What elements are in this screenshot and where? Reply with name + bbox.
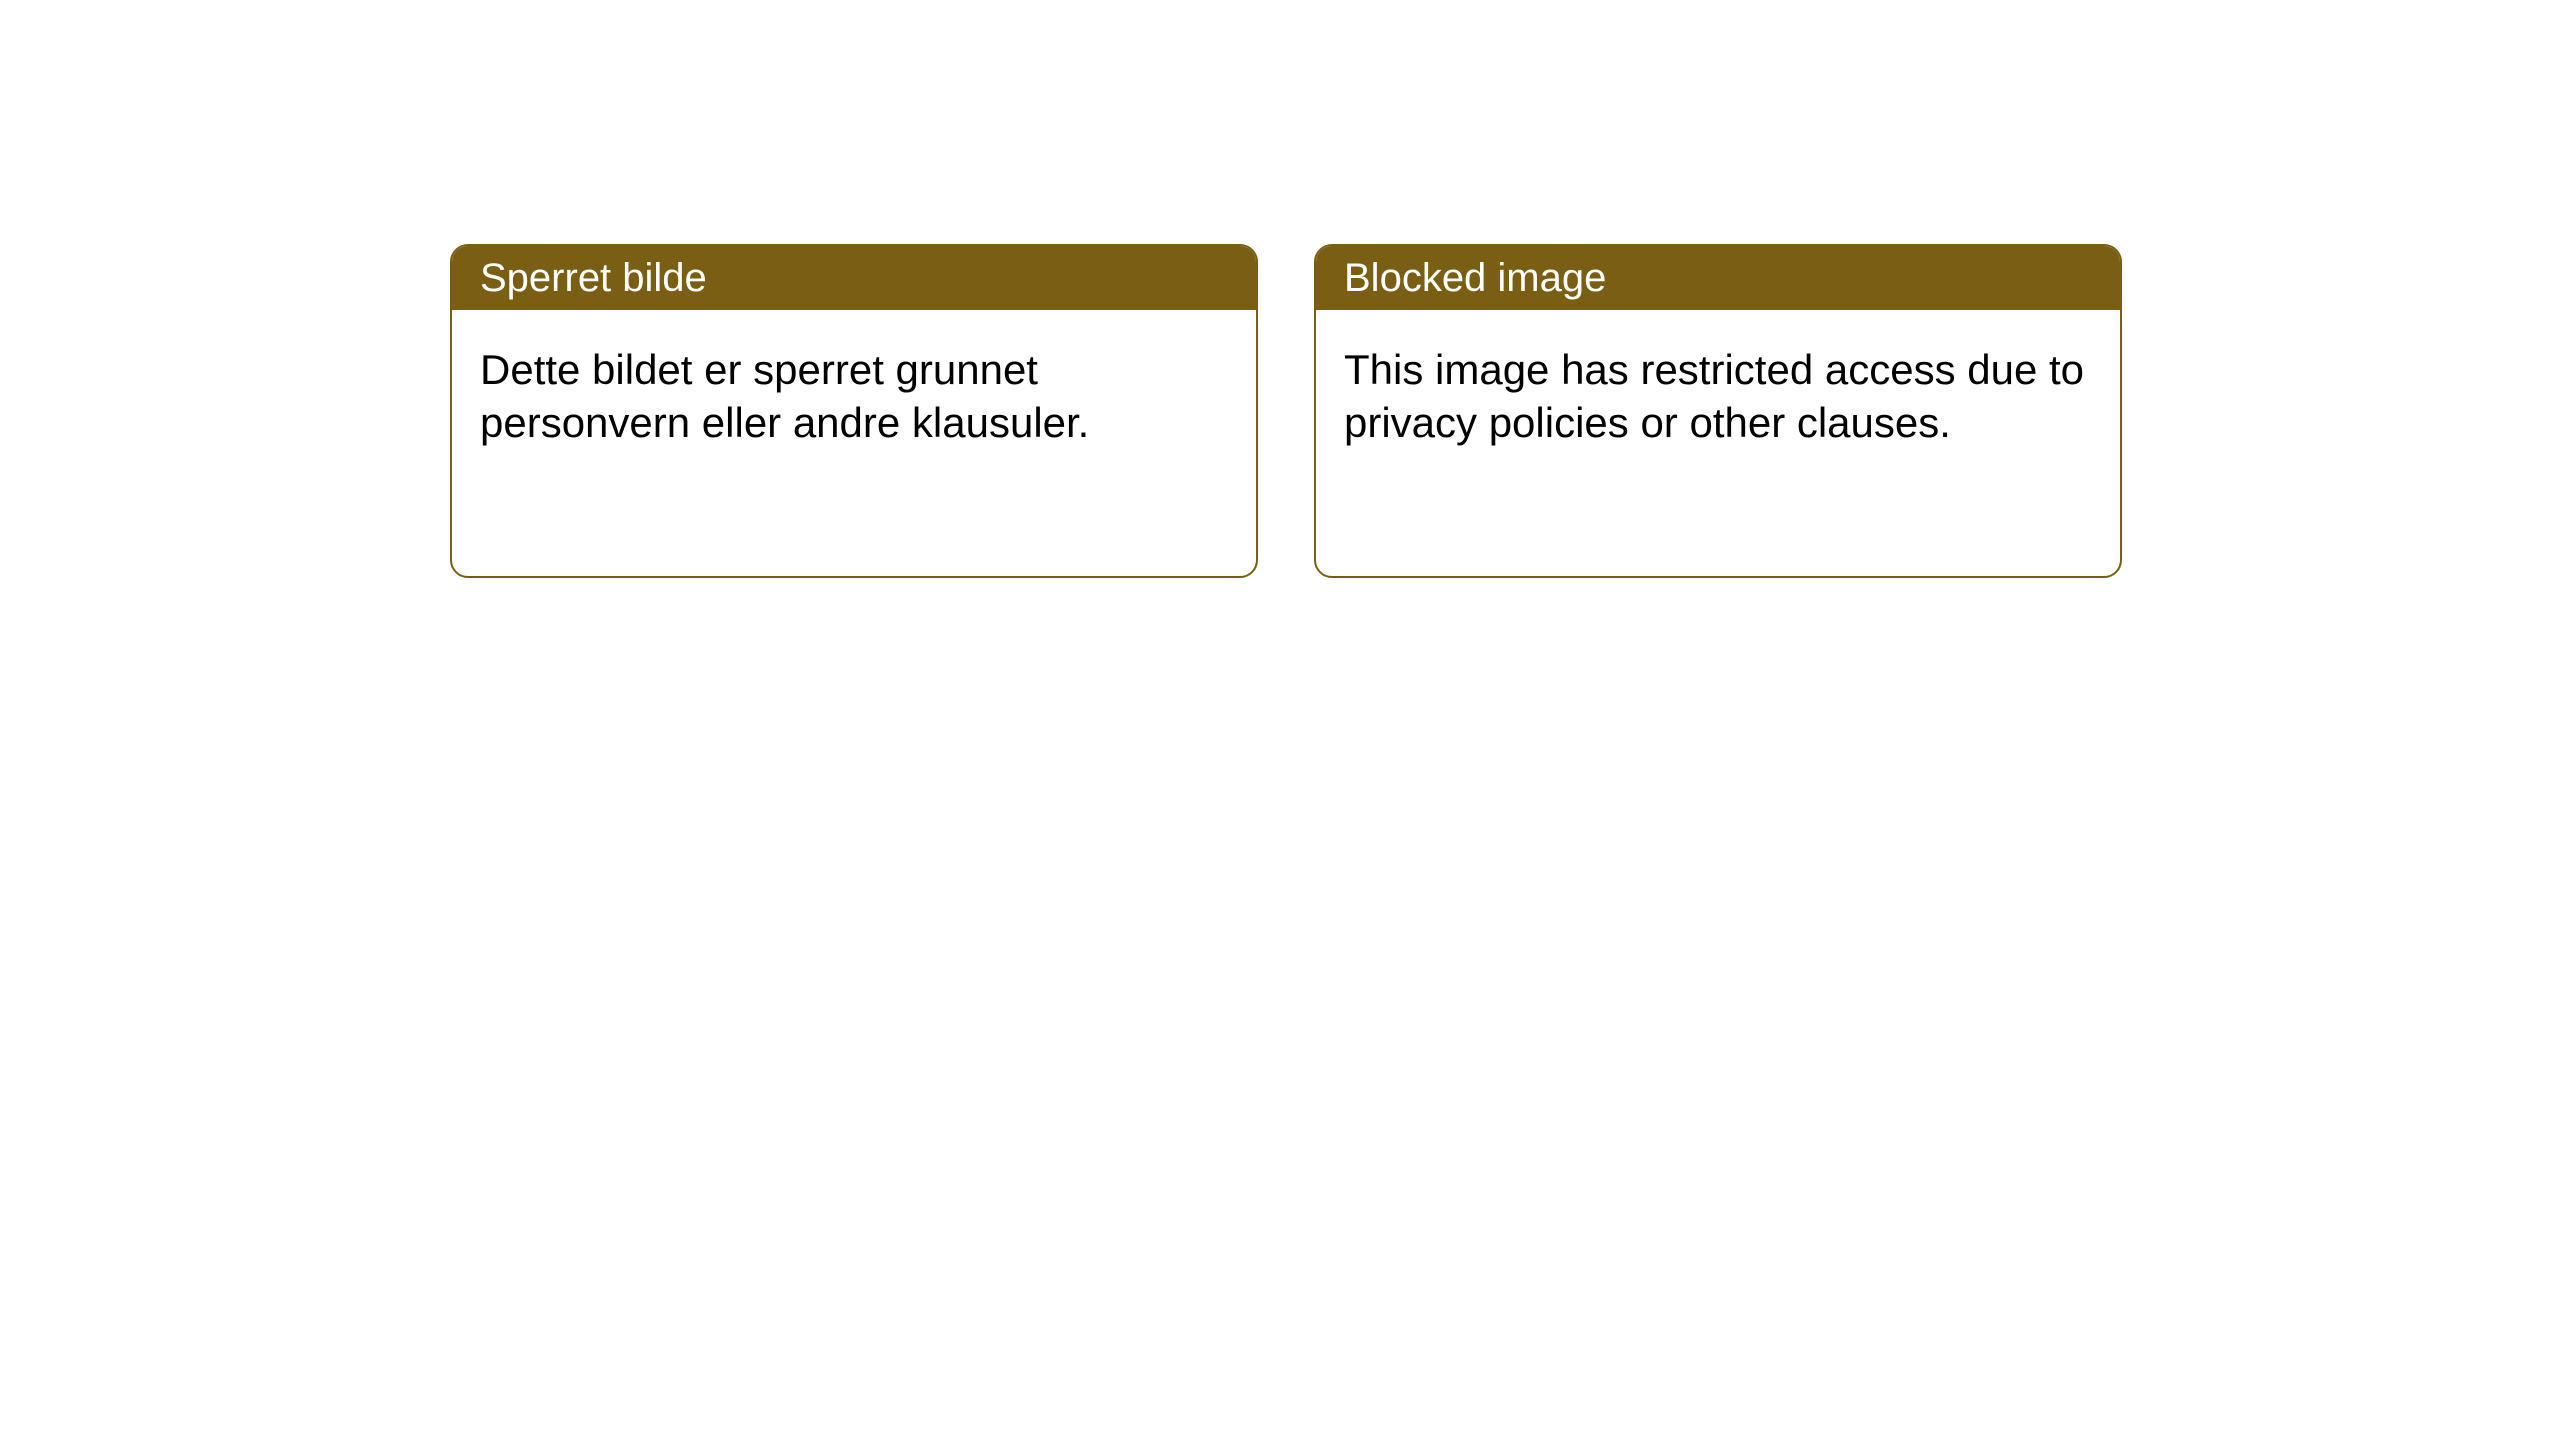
notice-container: Sperret bilde Dette bildet er sperret gr… xyxy=(0,0,2560,578)
notice-header-norwegian: Sperret bilde xyxy=(452,246,1256,310)
notice-box-norwegian: Sperret bilde Dette bildet er sperret gr… xyxy=(450,244,1258,578)
notice-body-english: This image has restricted access due to … xyxy=(1316,310,2120,483)
notice-box-english: Blocked image This image has restricted … xyxy=(1314,244,2122,578)
notice-header-english: Blocked image xyxy=(1316,246,2120,310)
notice-body-norwegian: Dette bildet er sperret grunnet personve… xyxy=(452,310,1256,483)
